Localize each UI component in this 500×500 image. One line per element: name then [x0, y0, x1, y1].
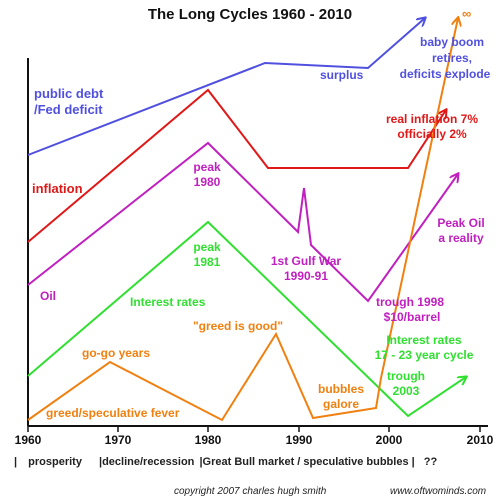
real-inflation-annotation-line1: real inflation 7% [386, 112, 478, 126]
greed-is-good-annotation: "greed is good" [193, 319, 283, 333]
era-divider: | [199, 456, 203, 468]
peak-1981-annotation-line2: 1981 [194, 255, 221, 269]
peak-oil-annotation-line2: a reality [438, 231, 484, 245]
era-divider: | [14, 456, 18, 468]
peak-1981-annotation-line1: peak [193, 240, 221, 254]
tick-label-2000: 2000 [376, 433, 403, 447]
bubbles-annotation-line1: bubbles [318, 382, 364, 396]
cycle-annotation-line2: 17 - 23 year cycle [375, 348, 474, 362]
speculation-line [27, 18, 458, 422]
speculation-label: greed/speculative fever [46, 406, 180, 420]
cycle-annotation-line1: Interest rates [386, 333, 462, 347]
tick-label-2010: 2010 [467, 433, 494, 447]
surplus-annotation: surplus [320, 68, 364, 82]
trough-2003-annotation-line1: trough [387, 369, 425, 383]
oil-label: Oil [40, 289, 56, 303]
copyright-credit: copyright 2007 charles hugh smith [174, 486, 327, 497]
era-divider: | [411, 456, 415, 468]
tick-label-1960: 1960 [15, 433, 42, 447]
era-decline: decline/recession [102, 456, 195, 468]
boomers-annotation-line1: baby boom [420, 35, 484, 49]
x-axis-ticks [27, 426, 481, 432]
peak-oil-annotation-line1: Peak Oil [437, 216, 484, 230]
trough-1998-annotation-line2: $10/barrel [384, 310, 441, 324]
boomers-annotation-line2: retires, [432, 51, 472, 65]
gogo-years-annotation: go-go years [82, 346, 150, 360]
era-divider: | [99, 456, 103, 468]
inflation-label: inflation [32, 181, 83, 196]
era-prosperity: prosperity [28, 456, 82, 468]
website-credit: www.oftwominds.com [390, 486, 487, 497]
inflation-line [27, 88, 446, 243]
tick-label-1970: 1970 [105, 433, 132, 447]
tick-label-1980: 1980 [195, 433, 222, 447]
boomers-annotation-line3: deficits explode [400, 67, 491, 81]
interest-rates-line [27, 220, 466, 418]
era-unknown: ?? [423, 456, 438, 468]
gulf-war-annotation-line2: 1990-91 [284, 269, 328, 283]
trough-2003-annotation-line2: 2003 [393, 384, 420, 398]
debt-label-line1: public debt [34, 86, 104, 101]
trough-1998-annotation-line1: trough 1998 [376, 295, 444, 309]
debt-line [27, 18, 425, 156]
debt-label-line2: /Fed deficit [34, 102, 103, 117]
bubbles-annotation-line2: galore [323, 397, 359, 411]
peak-1980-annotation-line2: 1980 [194, 175, 221, 189]
real-inflation-annotation-line2: officially 2% [397, 127, 467, 141]
oil-line [27, 141, 458, 303]
gulf-war-annotation-line1: 1st Gulf War [271, 254, 342, 268]
era-bull: Great Bull market / speculative bubbles [202, 456, 409, 468]
chart-title: The Long Cycles 1960 - 2010 [147, 6, 353, 23]
era-strip: | prosperity |decline/recession |Great B… [14, 456, 494, 468]
peak-1980-annotation-line1: peak [193, 160, 221, 174]
infinity-symbol: ∞ [462, 6, 471, 21]
interest-rates-label: Interest rates [130, 295, 206, 309]
tick-label-1990: 1990 [286, 433, 313, 447]
